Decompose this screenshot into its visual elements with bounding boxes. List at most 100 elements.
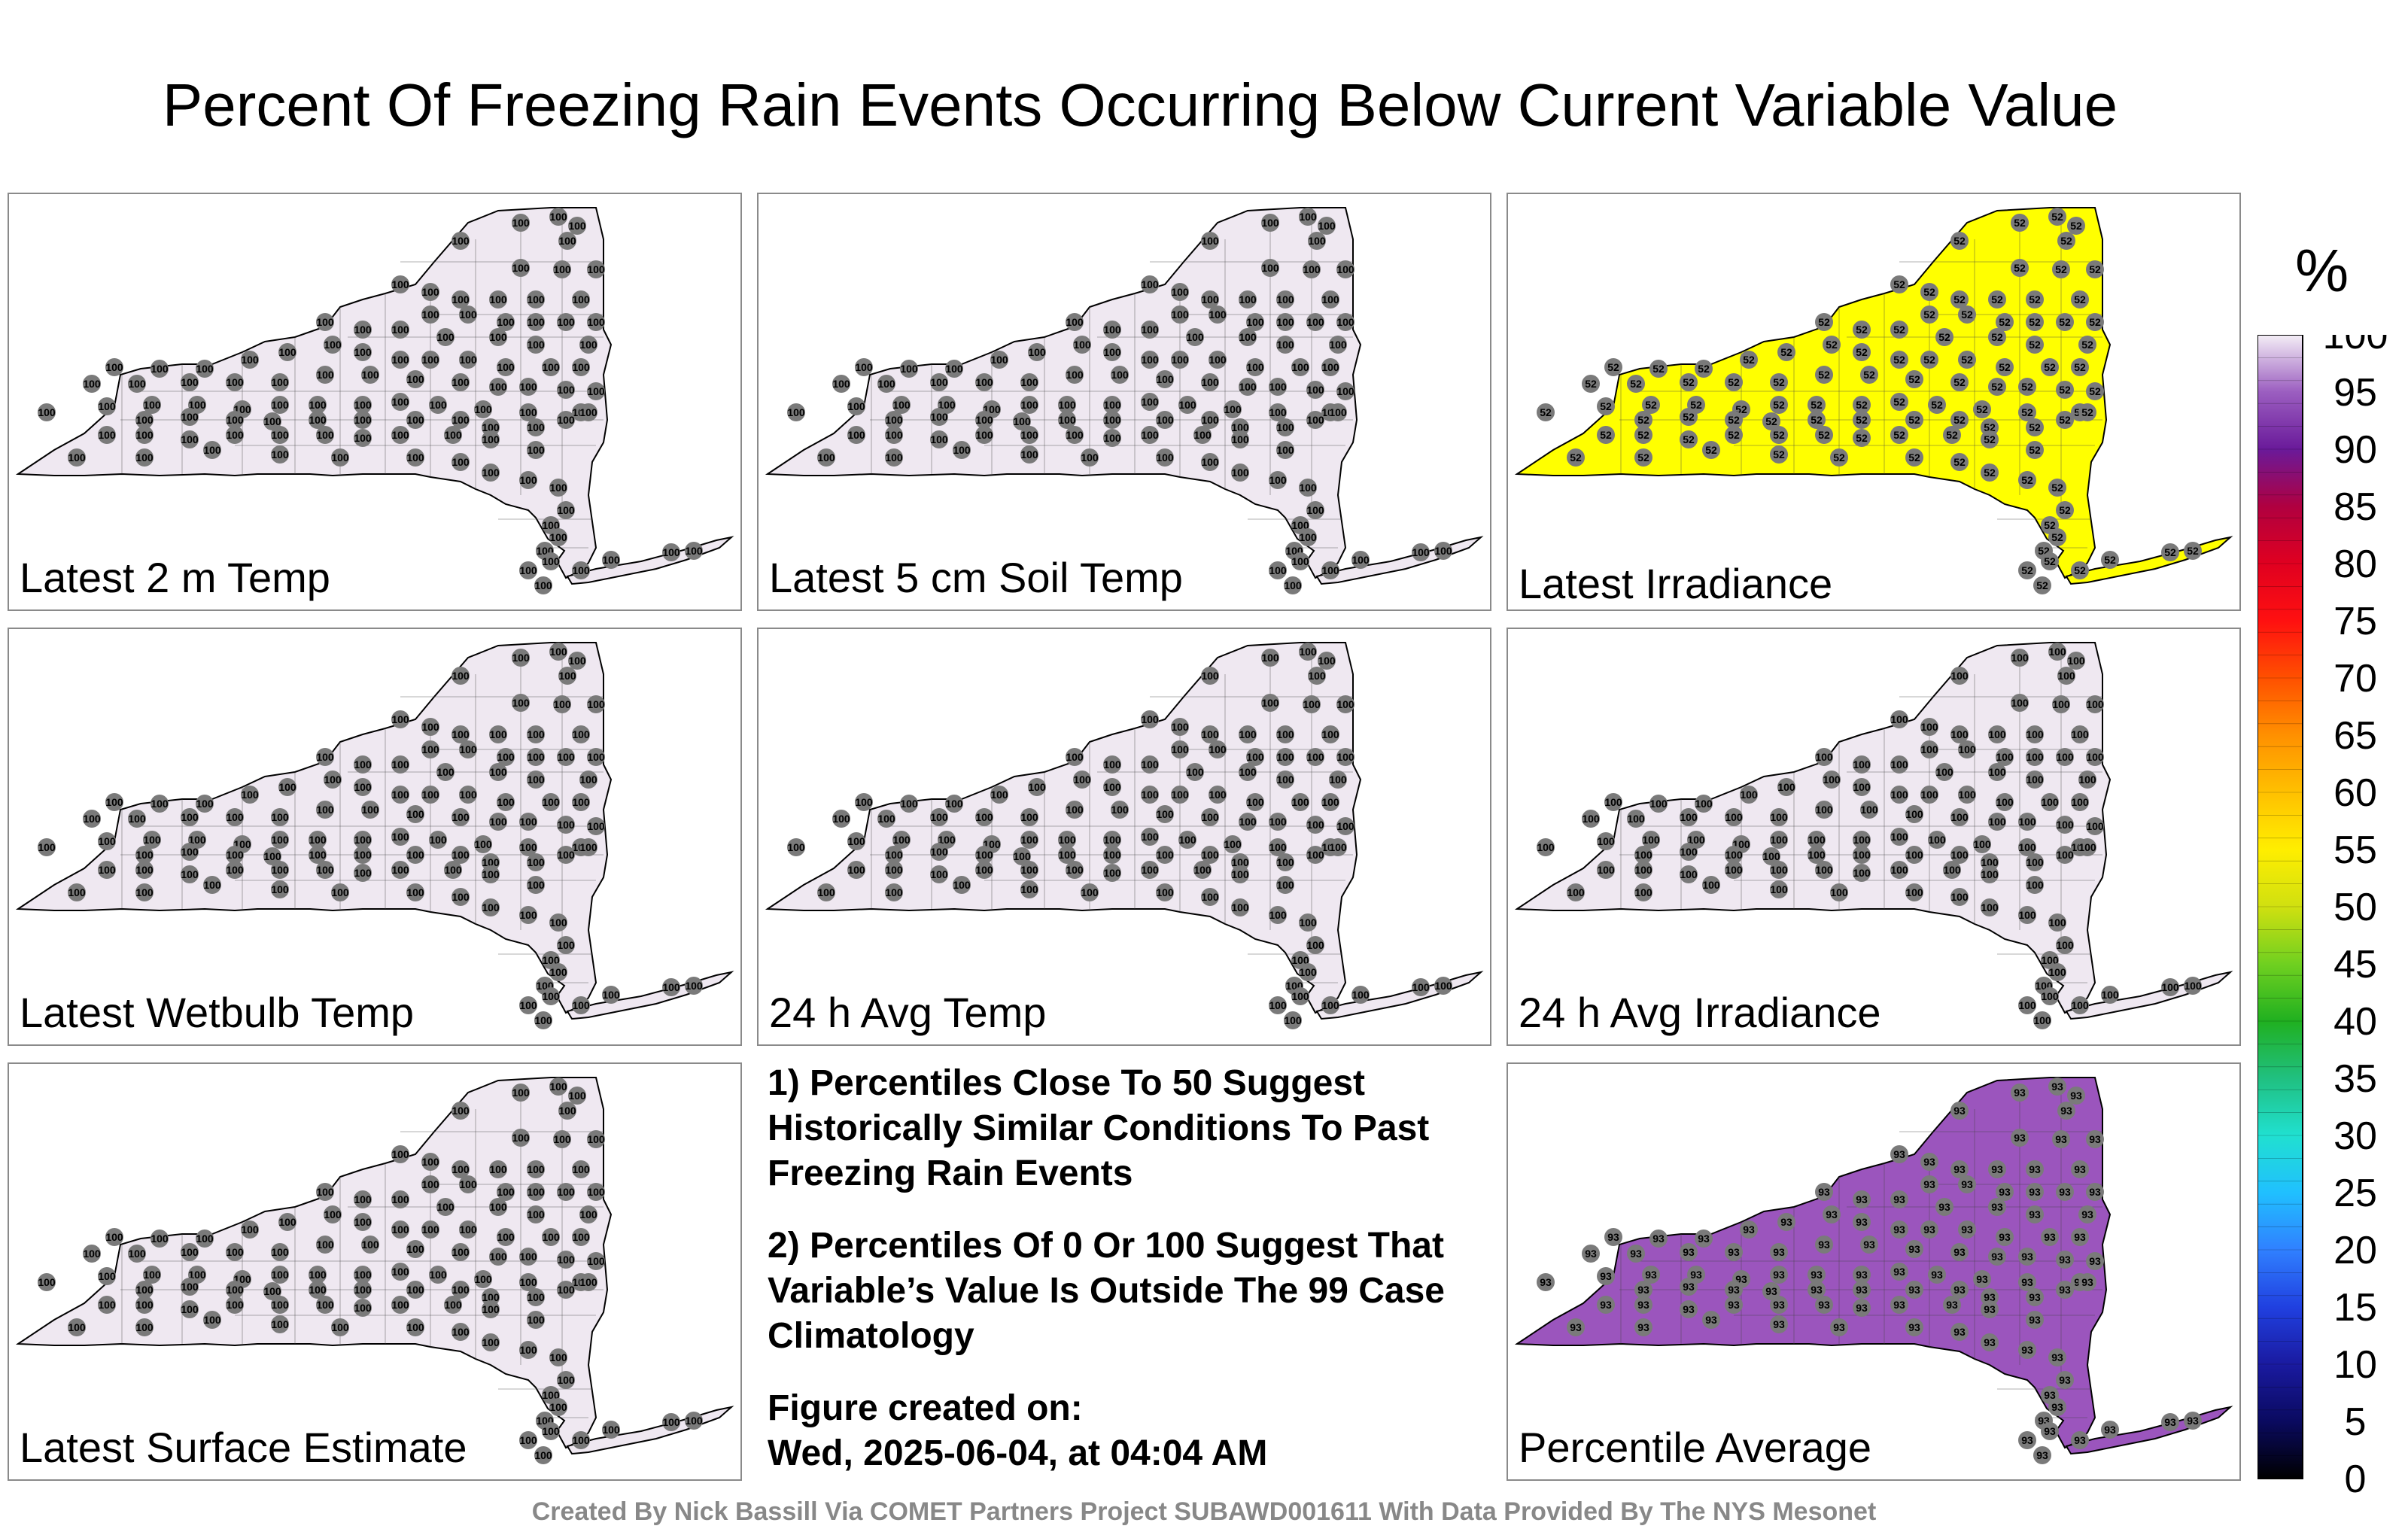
station-dot <box>1284 576 1302 594</box>
station-value: 100 <box>512 652 530 664</box>
station-dot <box>98 832 116 850</box>
station-value: 52 <box>2029 293 2041 305</box>
station-value: 100 <box>1434 980 1452 992</box>
station-dot <box>832 375 850 393</box>
station-marker: 100 <box>2018 813 2036 831</box>
station-marker: 52 <box>1680 408 1698 426</box>
station-value: 100 <box>1306 316 1324 328</box>
station-marker: 100 <box>557 936 575 954</box>
station-value: 100 <box>68 451 86 464</box>
station-dot <box>1321 358 1339 376</box>
station-value: 93 <box>2059 1254 2071 1266</box>
station-value: 100 <box>1246 361 1264 373</box>
station-value: 100 <box>1853 834 1871 846</box>
station-dot <box>1156 448 1174 467</box>
station-dot <box>549 528 567 546</box>
station-marker: 100 <box>444 426 462 444</box>
station-dot <box>945 795 963 813</box>
station-marker: 100 <box>1860 801 1878 819</box>
station-value: 100 <box>1209 743 1227 755</box>
station-marker: 100 <box>512 214 530 232</box>
station-marker: 100 <box>975 846 993 864</box>
station-dot <box>2056 846 2074 864</box>
station-dot <box>847 397 865 415</box>
station-dot <box>1231 430 1249 448</box>
station-value: 100 <box>436 331 455 343</box>
station-dot <box>2018 471 2036 489</box>
station-value: 100 <box>1920 743 1938 755</box>
station-value: 100 <box>354 867 372 879</box>
station-value: 100 <box>817 451 835 464</box>
station-dot <box>1209 305 1227 324</box>
station-value: 93 <box>2081 1276 2093 1288</box>
station-value: 100 <box>579 841 597 853</box>
station-value: 100 <box>1276 728 1294 740</box>
station-marker: 100 <box>527 336 545 354</box>
station-dot <box>1853 1281 1871 1299</box>
station-marker: 93 <box>2086 1130 2104 1148</box>
station-marker: 93 <box>1740 1220 1758 1239</box>
station-dot <box>2086 313 2104 331</box>
station-dot <box>1680 408 1698 426</box>
station-value: 52 <box>1856 432 1868 444</box>
station-value: 52 <box>1999 361 2011 373</box>
station-dot <box>534 1011 552 1029</box>
station-marker: 100 <box>143 831 161 849</box>
station-value: 100 <box>1141 396 1159 408</box>
station-value: 100 <box>572 361 590 373</box>
station-dot <box>271 1315 289 1333</box>
station-marker: 100 <box>1582 810 1600 828</box>
station-value: 52 <box>1743 354 1755 366</box>
station-dot <box>1996 358 2014 376</box>
station-marker: 100 <box>1066 801 1084 819</box>
station-value: 100 <box>226 1284 244 1296</box>
station-dot <box>2018 378 2036 396</box>
station-value: 100 <box>188 1269 206 1281</box>
station-dot <box>2086 1130 2104 1148</box>
station-marker: 52 <box>1597 426 1615 444</box>
station-value: 52 <box>1991 381 2003 393</box>
station-dot <box>316 748 334 766</box>
station-marker: 100 <box>1171 718 1189 736</box>
station-dot <box>557 816 575 834</box>
station-value: 100 <box>1988 766 2006 778</box>
station-dot <box>1740 786 1758 804</box>
station-marker: 100 <box>406 1318 424 1336</box>
station-marker: 93 <box>1815 1236 1833 1254</box>
station-value: 52 <box>1818 369 1830 381</box>
station-marker: 93 <box>1928 1266 1946 1284</box>
station-dot <box>241 786 259 804</box>
station-marker: 100 <box>354 864 372 882</box>
station-marker: 100 <box>787 403 805 421</box>
station-marker: 93 <box>1981 1300 1999 1318</box>
station-value: 100 <box>1081 451 1099 464</box>
station-marker: 100 <box>1066 313 1084 331</box>
station-marker: 100 <box>557 1251 575 1269</box>
station-value: 100 <box>1318 655 1336 667</box>
station-marker: 100 <box>278 343 296 361</box>
station-marker: 100 <box>2057 667 2075 685</box>
station-value: 100 <box>489 766 507 778</box>
station-dot <box>451 1281 470 1299</box>
station-marker: 100 <box>847 861 865 879</box>
station-value: 100 <box>309 414 327 426</box>
station-marker: 100 <box>316 748 334 766</box>
station-dot <box>572 725 590 743</box>
station-value: 100 <box>150 363 169 375</box>
station-marker: 100 <box>1336 817 1354 835</box>
station-marker: 52 <box>2071 358 2089 376</box>
station-marker: 100 <box>1013 412 1031 430</box>
station-marker: 52 <box>1853 343 1871 361</box>
station-value: 100 <box>331 451 349 464</box>
station-marker: 93 <box>2078 1205 2096 1223</box>
station-dot <box>553 1130 571 1148</box>
station-marker: 52 <box>1725 426 1743 444</box>
station-dot <box>271 373 289 391</box>
station-marker: 100 <box>354 831 372 849</box>
station-marker: 93 <box>1680 1278 1698 1296</box>
station-value: 93 <box>2074 1231 2086 1243</box>
station-value: 93 <box>1999 1186 2011 1198</box>
station-dot <box>1943 861 1961 879</box>
station-marker: 100 <box>1103 755 1121 774</box>
